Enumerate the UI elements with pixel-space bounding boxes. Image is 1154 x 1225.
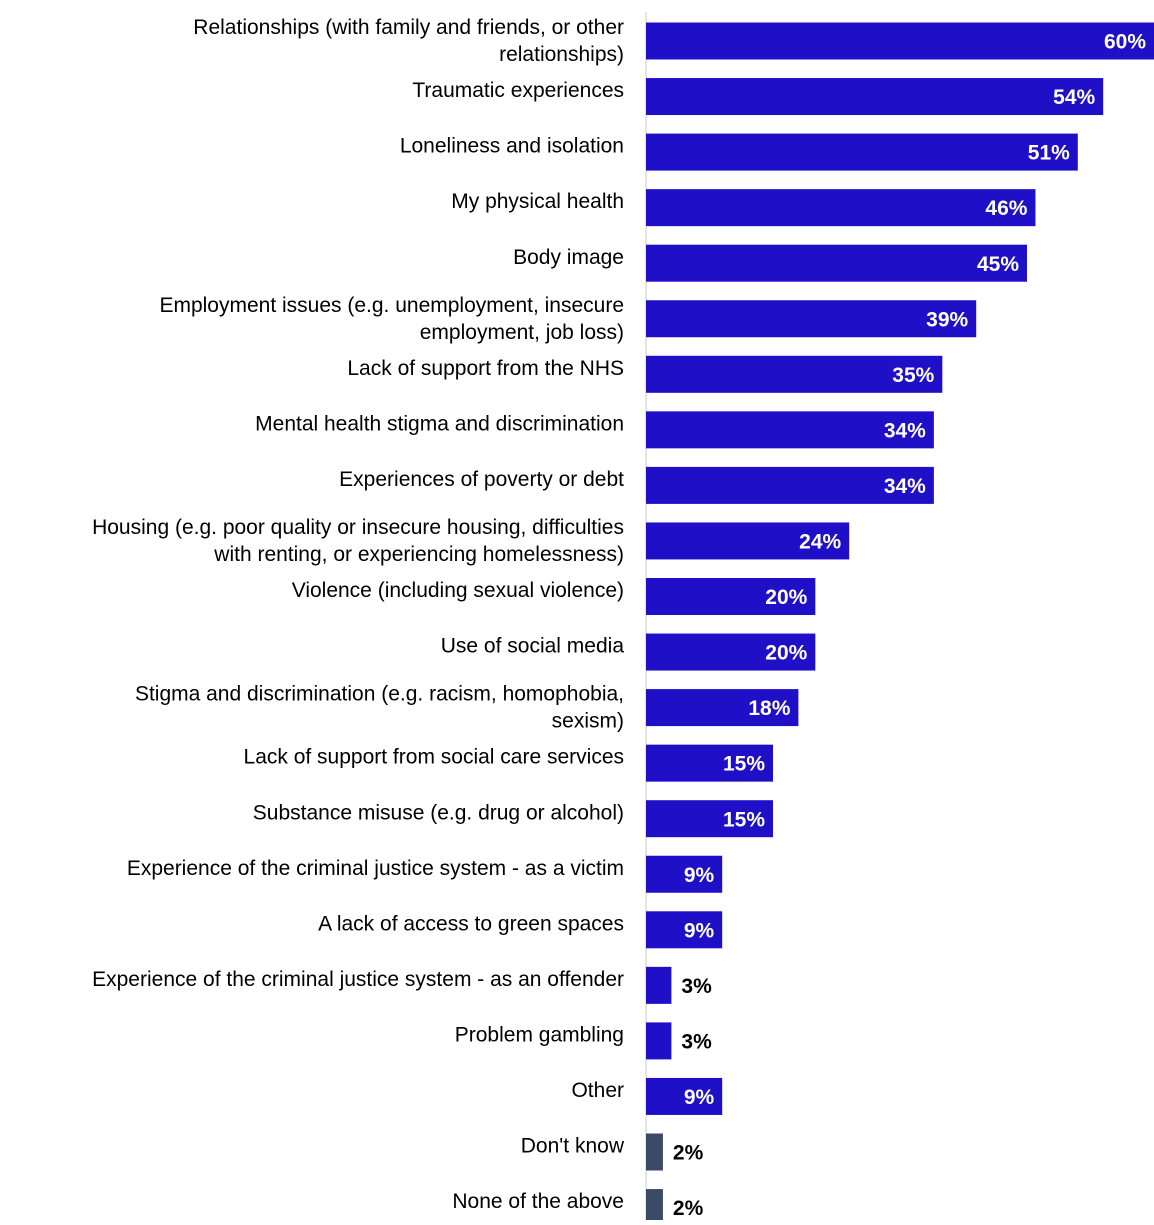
bar xyxy=(646,1022,672,1060)
category-label: Body image xyxy=(513,246,624,269)
bar xyxy=(646,966,672,1004)
value-label: 9% xyxy=(684,919,715,942)
value-label: 39% xyxy=(926,308,968,331)
bar xyxy=(646,1077,723,1115)
value-label: 3% xyxy=(681,975,712,998)
value-label: 18% xyxy=(748,697,790,720)
bar xyxy=(646,1133,663,1171)
bar xyxy=(646,578,816,615)
value-label: 2% xyxy=(673,1142,704,1165)
value-label: 3% xyxy=(681,1030,712,1053)
value-label: 60% xyxy=(1104,31,1146,54)
bar xyxy=(646,1189,663,1225)
bar xyxy=(646,522,850,560)
value-label: 46% xyxy=(985,197,1027,220)
value-label: 15% xyxy=(723,808,765,831)
category-label: Relationships (with family and friends, … xyxy=(193,16,624,66)
category-label: Experience of the criminal justice syste… xyxy=(127,857,624,880)
category-label: Loneliness and isolation xyxy=(400,135,624,158)
value-label: 20% xyxy=(765,586,807,609)
category-label: Experience of the criminal justice syste… xyxy=(92,968,624,991)
category-label: Lack of support from social care service… xyxy=(244,746,624,769)
category-label: Use of social media xyxy=(441,635,625,658)
bar xyxy=(646,689,799,727)
bar xyxy=(646,466,934,504)
bar xyxy=(646,744,773,782)
value-label: 2% xyxy=(673,1197,704,1220)
category-label: Don't know xyxy=(521,1135,625,1158)
category-label: A lack of access to green spaces xyxy=(318,912,624,935)
value-label: 24% xyxy=(799,531,841,554)
value-label: 34% xyxy=(884,475,926,498)
value-label: 34% xyxy=(884,419,926,442)
category-label: Problem gambling xyxy=(455,1023,624,1046)
value-label: 9% xyxy=(684,1086,715,1109)
category-label: Experiences of poverty or debt xyxy=(339,468,624,491)
category-label: Housing (e.g. poor quality or insecure h… xyxy=(92,516,624,566)
bar xyxy=(646,244,1027,282)
bar xyxy=(646,633,816,671)
bar xyxy=(646,300,977,338)
category-label: Violence (including sexual violence) xyxy=(292,579,624,602)
category-label: My physical health xyxy=(451,190,624,213)
bar xyxy=(646,855,723,893)
value-label: 9% xyxy=(684,864,715,887)
bar xyxy=(646,355,943,393)
value-label: 20% xyxy=(765,642,807,665)
category-label: Lack of support from the NHS xyxy=(347,357,624,380)
value-label: 45% xyxy=(977,253,1019,276)
bar xyxy=(646,22,1154,60)
category-label: Stigma and discrimination (e.g. racism, … xyxy=(135,683,624,733)
bar xyxy=(646,78,1104,116)
category-label: Substance misuse (e.g. drug or alcohol) xyxy=(253,801,624,824)
value-label: 54% xyxy=(1053,86,1095,109)
bar xyxy=(646,411,934,449)
bar xyxy=(646,133,1078,171)
category-label: Mental health stigma and discrimination xyxy=(255,412,624,435)
value-label: 51% xyxy=(1028,142,1070,165)
bar xyxy=(646,189,1036,227)
category-label: Other xyxy=(571,1079,624,1102)
bar xyxy=(646,800,773,838)
value-label: 35% xyxy=(892,364,934,387)
category-label: None of the above xyxy=(452,1190,624,1213)
bar xyxy=(646,911,723,949)
value-label: 15% xyxy=(723,753,765,776)
category-label: Traumatic experiences xyxy=(412,79,624,102)
category-label: Employment issues (e.g. unemployment, in… xyxy=(159,294,624,344)
